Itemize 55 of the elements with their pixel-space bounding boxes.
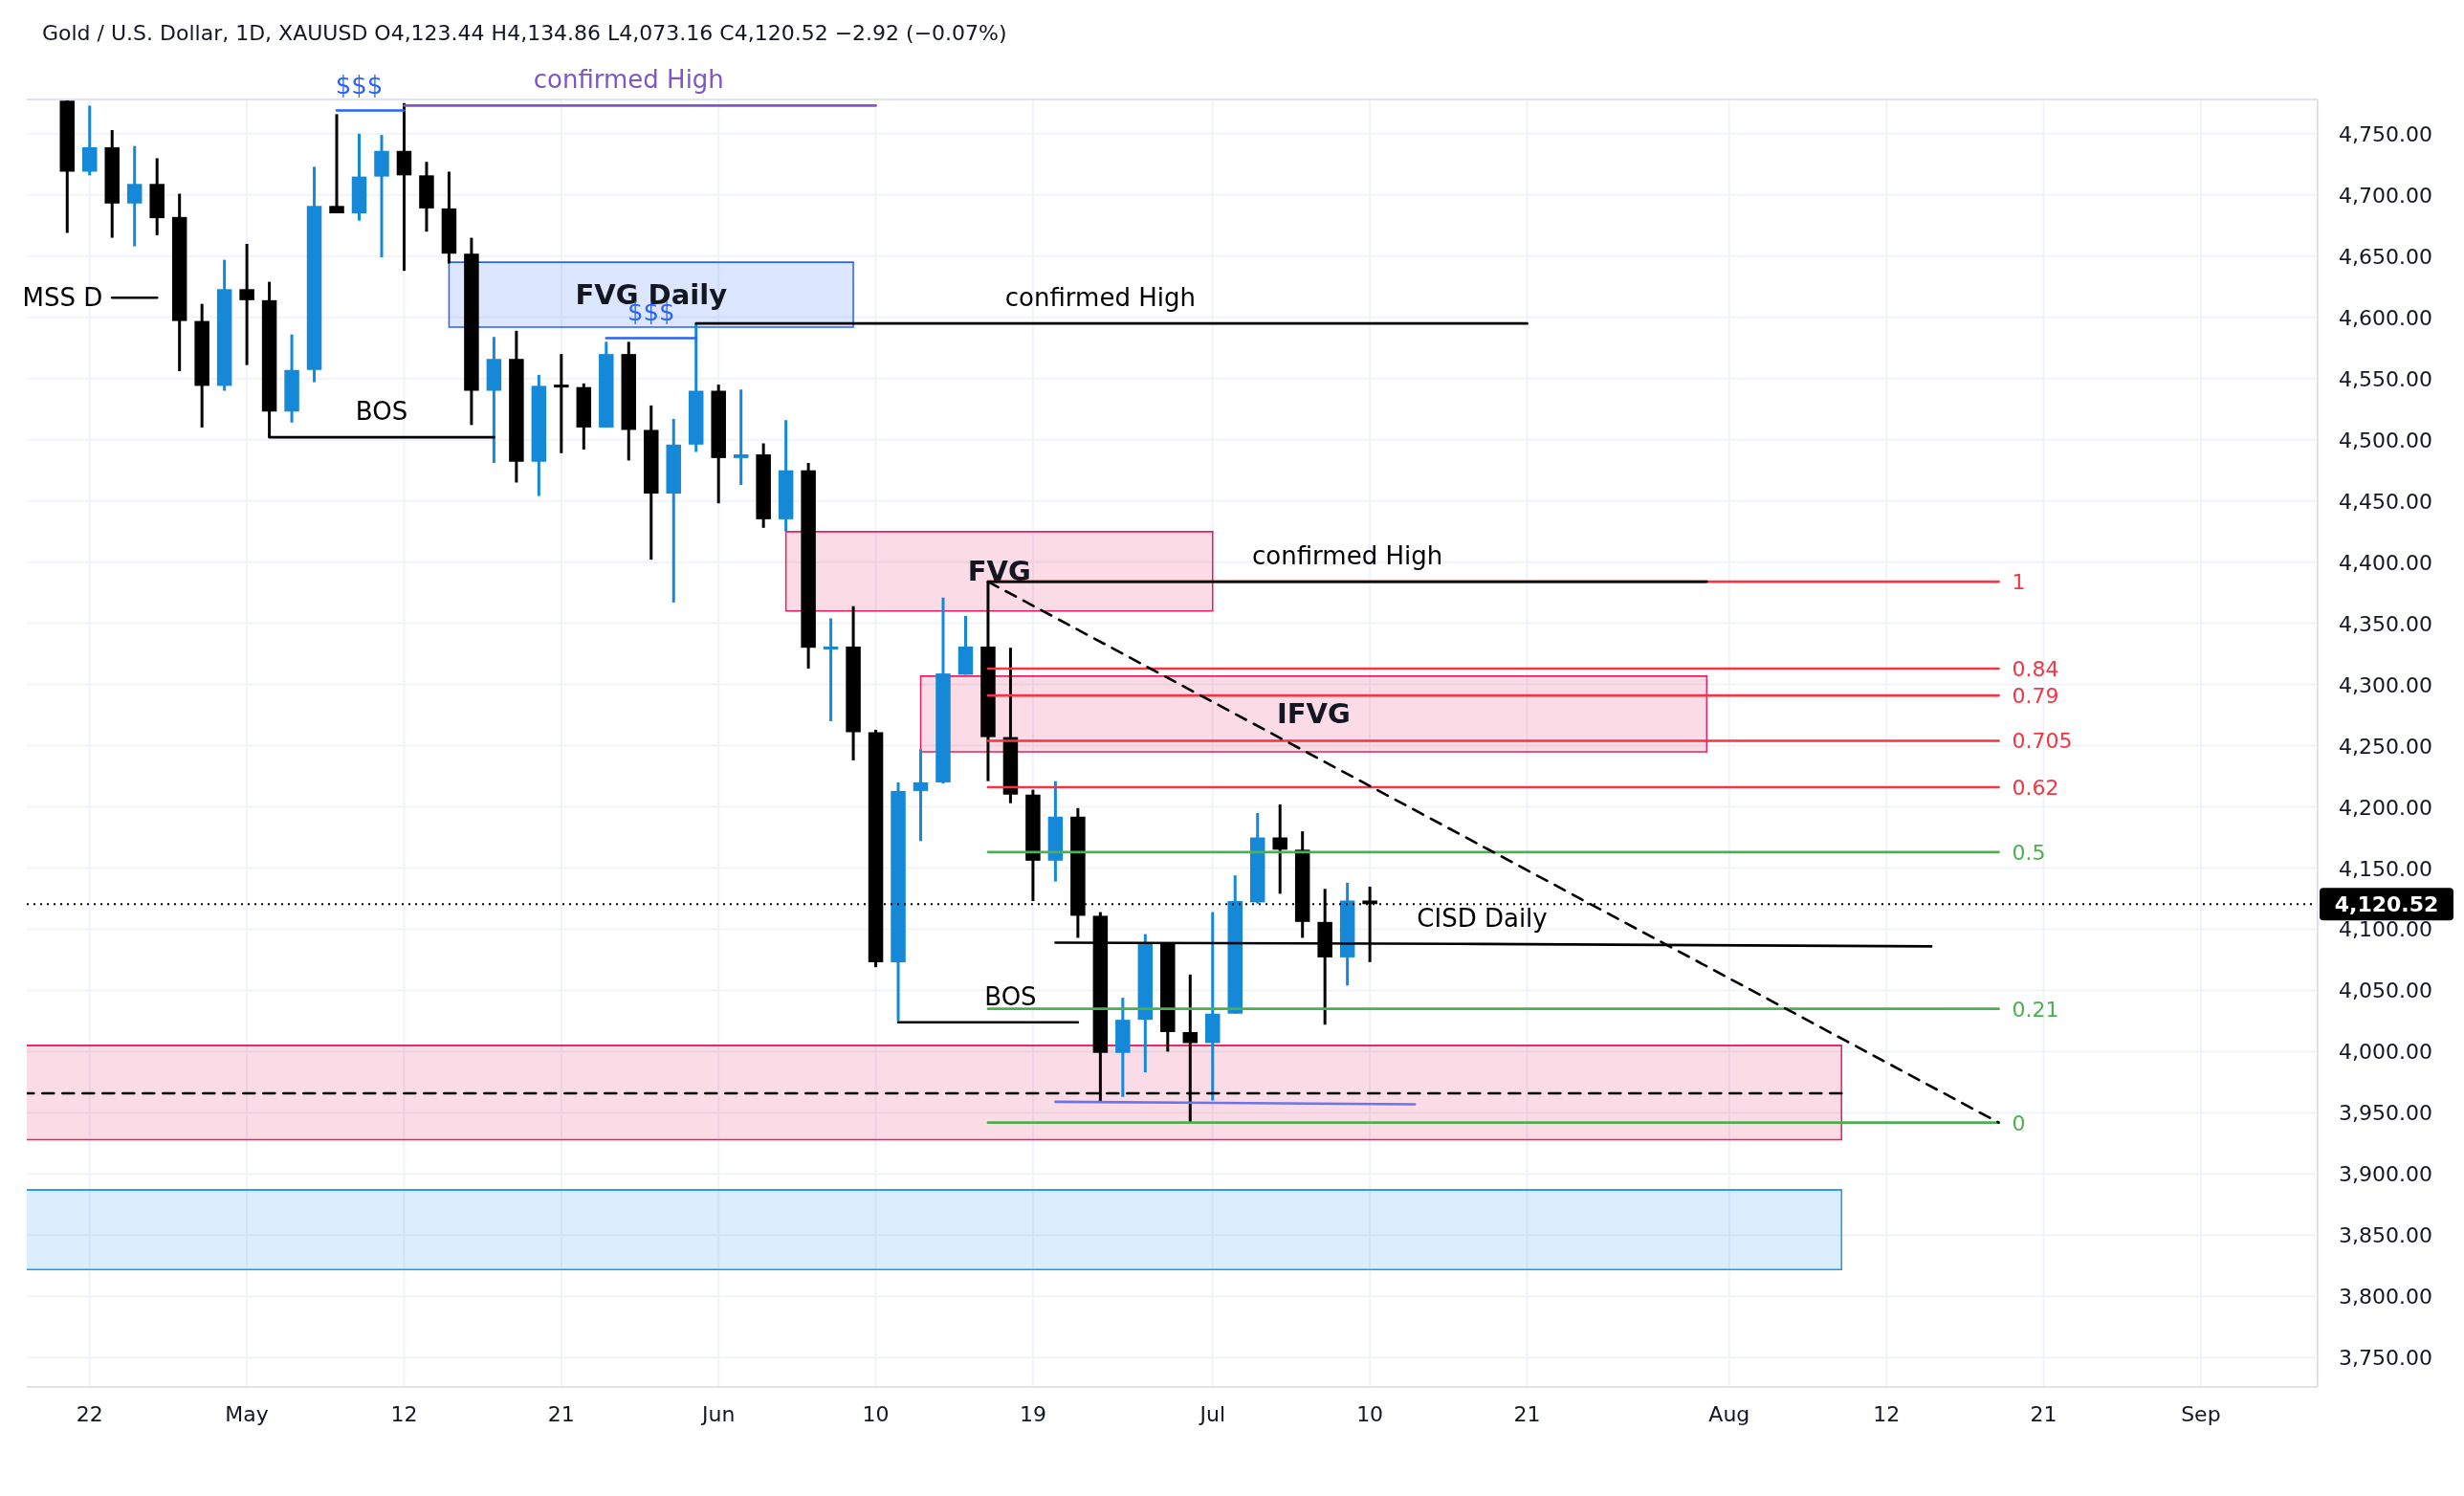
data-label: BOS: [355, 397, 408, 427]
y-tick-label: 4,550.00: [2339, 366, 2432, 391]
y-tick-label: 4,650.00: [2339, 244, 2432, 269]
y-tick-label: 4,700.00: [2339, 183, 2432, 208]
y-tick-label: 3,800.00: [2339, 1285, 2432, 1309]
x-tick-label: Aug: [1708, 1402, 1750, 1426]
y-tick-label: 4,300.00: [2339, 672, 2432, 697]
x-tick-label: 10: [1356, 1402, 1384, 1426]
annotation: 0.705: [2012, 729, 2073, 754]
y-tick-label: 4,450.00: [2339, 489, 2432, 514]
data-label: BOS: [984, 981, 1037, 1011]
y-tick-label: 4,100.00: [2339, 917, 2432, 942]
series-label: FVG: [967, 555, 1031, 588]
y-tick-label: 4,500.00: [2339, 428, 2432, 452]
annotation: 0.21: [2012, 997, 2059, 1022]
annotation: 0.62: [2012, 776, 2059, 801]
y-tick-label: 4,150.00: [2339, 856, 2432, 881]
x-tick-label: 22: [76, 1402, 103, 1426]
annotation: 0.84: [2012, 656, 2059, 681]
annotation: 0.5: [2012, 840, 2046, 865]
x-tick-label: 12: [1873, 1402, 1901, 1426]
data-label: confirmed High: [533, 65, 724, 95]
x-tick-label: 19: [1019, 1402, 1046, 1426]
y-tick-label: 4,600.00: [2339, 305, 2432, 330]
annotation: 1: [2012, 570, 2026, 595]
data-label: confirmed High: [1004, 283, 1196, 313]
data-label: MSS D: [22, 283, 103, 313]
y-tick-label: 3,750.00: [2339, 1346, 2432, 1371]
data-label: confirmed High: [1252, 541, 1443, 571]
x-tick-label: Jun: [700, 1402, 736, 1426]
x-tick-label: 21: [547, 1402, 575, 1426]
x-tick-label: 10: [862, 1402, 890, 1426]
y-tick-label: 4,350.00: [2339, 611, 2432, 636]
chart-title: Gold / U.S. Dollar, 1D, XAUUSD O4,123.44 H4,134.86 L4,073.16 C4,120.52 −2.92 (−0.07%): [42, 21, 1007, 45]
x-tick-label: Jul: [1198, 1402, 1226, 1426]
y-tick-label: 4,000.00: [2339, 1040, 2432, 1065]
series-label: IFVG: [1277, 697, 1351, 731]
annotation: 0.79: [2012, 684, 2059, 709]
data-label: $$$: [335, 70, 384, 99]
y-tick-label: 4,400.00: [2339, 550, 2432, 575]
data-label: CISD Daily: [1417, 903, 1548, 933]
y-tick-label: 4,250.00: [2339, 734, 2432, 759]
y-tick-label: 4,200.00: [2339, 795, 2432, 820]
y-tick-label: 3,950.00: [2339, 1101, 2432, 1126]
ref-line-label: 4,120.52: [2334, 892, 2439, 917]
annotation: 0: [2012, 1111, 2026, 1135]
y-tick-label: 4,750.00: [2339, 121, 2432, 146]
x-tick-label: Sep: [2181, 1402, 2221, 1426]
x-tick-label: 21: [1513, 1402, 1541, 1426]
x-tick-label: 21: [2030, 1402, 2057, 1426]
x-tick-label: 12: [390, 1402, 418, 1426]
x-tick-label: May: [225, 1402, 269, 1426]
y-tick-label: 4,050.00: [2339, 979, 2432, 1003]
y-tick-label: 3,900.00: [2339, 1162, 2432, 1187]
y-tick-label: 3,850.00: [2339, 1223, 2432, 1248]
